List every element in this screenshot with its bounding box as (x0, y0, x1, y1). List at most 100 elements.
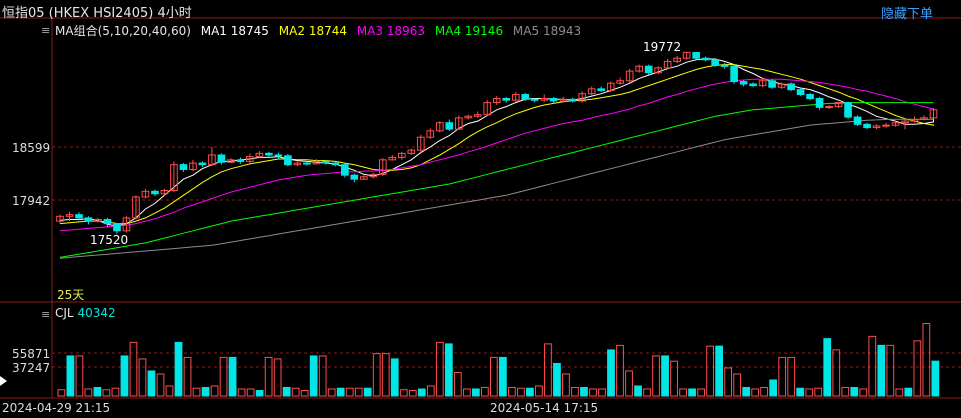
volume-bar (841, 386, 850, 397)
volume-bar (679, 388, 687, 397)
ma-line-ma2 (59, 64, 934, 225)
candle-body (284, 155, 292, 166)
volume-bar (769, 379, 778, 397)
ma1-legend: MA1 18745 (200, 24, 269, 38)
ma-menu-icon[interactable]: ≡ (41, 24, 51, 37)
candle-body (739, 81, 748, 85)
volume-bar (102, 389, 111, 397)
volume-bar (363, 387, 372, 397)
volume-bar (823, 338, 832, 397)
candle-body (692, 52, 700, 59)
page-title: 恒指05 (HKEX HSI2405) 4小时 (2, 6, 192, 21)
candle-body (492, 98, 501, 104)
candle-body (663, 60, 672, 69)
volume-bar (75, 355, 84, 397)
volume-bar (246, 388, 255, 397)
volume-bar (904, 387, 913, 397)
volume-bar (886, 344, 895, 397)
volume-bar (219, 356, 228, 397)
candle-body (616, 80, 625, 84)
volume-bar (760, 386, 769, 397)
volume-bar (345, 387, 354, 397)
candle-body (521, 93, 530, 100)
ma-group-label: MA组合(5,10,20,40,60) (55, 24, 191, 38)
candle-body (331, 162, 340, 166)
volume-bar (805, 388, 814, 397)
volume-bar (399, 389, 408, 397)
volume-bar (471, 388, 480, 397)
candle-body (749, 83, 757, 87)
candle-body (360, 176, 368, 180)
candle-body (84, 217, 93, 222)
volume-bar (444, 343, 453, 397)
candle-body (236, 159, 245, 162)
volume-bar (264, 356, 273, 397)
candle-body (711, 59, 719, 66)
period-label: 25天 (57, 288, 85, 302)
volume-bar (751, 388, 760, 397)
volume-bar (562, 373, 570, 397)
volume-bar (426, 385, 435, 397)
volume-bar (832, 349, 841, 397)
candle-body (901, 120, 909, 124)
volume-bar (868, 335, 877, 397)
volume-bar (84, 388, 93, 397)
volume-bar (66, 355, 75, 397)
candle-body (787, 83, 795, 91)
y-tick-label: 17942 (12, 194, 51, 208)
volume-bar (607, 349, 615, 397)
candle-body (777, 83, 786, 88)
volume-bar (535, 385, 543, 397)
volume-bar (859, 388, 868, 397)
volume-bar (922, 323, 931, 397)
high-annotation: 19772 (643, 40, 682, 54)
volume-bar (895, 388, 904, 397)
x-tick-label: 2024-04-29 21:15 (2, 401, 111, 415)
candle-body (844, 102, 852, 118)
ma-legend: MA组合(5,10,20,40,60) MA1 18745 MA2 18744 … (55, 22, 587, 39)
candle-body (65, 214, 74, 217)
volume-bar (814, 387, 823, 397)
candle-body (891, 122, 900, 126)
volume-label: CJL (55, 306, 74, 320)
candle-body (246, 156, 254, 162)
candle-body (426, 130, 435, 138)
volume-bar (724, 367, 733, 397)
volume-bar (778, 356, 787, 397)
candle-body (274, 154, 283, 157)
volume-bar (120, 355, 129, 397)
hide-order-button[interactable]: 隐藏下单 (880, 7, 933, 22)
volume-bar (165, 385, 174, 397)
volume-bar (435, 341, 444, 397)
volume-bar (372, 353, 381, 397)
candle-body (806, 93, 814, 100)
volume-bar (57, 389, 66, 397)
candle-body (407, 149, 416, 154)
candle-body (170, 164, 178, 191)
ma4-legend: MA4 19146 (434, 24, 504, 38)
candle-body (341, 164, 349, 176)
volume-bar (480, 386, 489, 397)
candle-body (94, 219, 102, 222)
volume-bar (318, 355, 327, 397)
volume-bar (715, 345, 724, 397)
volume-bar (93, 386, 102, 397)
candle-body (397, 152, 406, 158)
volume-bar (192, 387, 201, 397)
candle-body (682, 51, 691, 59)
volume-menu-icon[interactable]: ≡ (41, 308, 51, 321)
candle-body (217, 154, 226, 163)
volume-legend: CJL 40342 (55, 306, 116, 320)
ma-line-ma4 (59, 102, 934, 258)
volume-bar (489, 356, 498, 397)
candle-body (227, 159, 235, 163)
candle-body (768, 80, 776, 88)
candle-body (473, 114, 482, 117)
volume-bar (526, 387, 534, 397)
volume-bar (742, 386, 751, 397)
candle-body (416, 136, 425, 151)
volume-bar (571, 386, 579, 397)
candle-body (75, 214, 83, 219)
candle-body (853, 116, 862, 125)
